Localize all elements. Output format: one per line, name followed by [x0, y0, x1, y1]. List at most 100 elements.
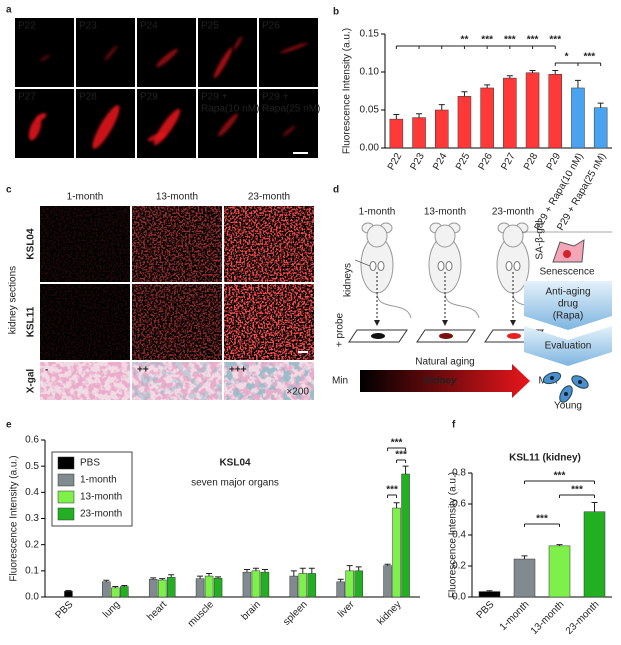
error-bar — [355, 566, 362, 571]
kidney — [505, 261, 513, 271]
legend-swatch — [57, 490, 75, 504]
significance-label: ** — [461, 35, 469, 46]
chevron — [524, 281, 612, 330]
significance-label: * — [565, 52, 569, 63]
nucleus — [578, 380, 582, 384]
bar — [593, 107, 608, 149]
tissue-signal — [132, 284, 222, 360]
bar — [392, 507, 401, 598]
probe-signal — [371, 333, 385, 339]
error-bar — [299, 567, 306, 574]
x-tick-label: P26 — [477, 151, 496, 172]
bar — [383, 565, 392, 598]
error-bar — [506, 75, 513, 79]
mouse-head — [434, 224, 456, 248]
probe-signal — [439, 333, 453, 339]
bar — [166, 577, 176, 598]
x-tick-label: muscle — [186, 599, 216, 629]
bar — [289, 575, 299, 598]
error-bar — [290, 570, 297, 577]
significance-label: *** — [583, 52, 595, 63]
x-tick-label: brain — [239, 599, 263, 623]
bar — [457, 96, 472, 149]
bar — [157, 579, 167, 598]
mouse-head — [502, 224, 524, 248]
bar — [548, 545, 571, 598]
min-label: Min — [332, 376, 348, 387]
y-axis-label: Fluorescence Intensity (a.u.) — [9, 455, 20, 581]
cell-signal — [39, 54, 51, 62]
y-tick-label: 0.2 — [452, 561, 466, 572]
error-bar — [261, 569, 268, 573]
micrograph — [76, 18, 135, 87]
mouse-tail — [444, 292, 480, 319]
x-tick-label: spleen — [281, 599, 310, 628]
y-tick-label: 0.0 — [25, 592, 39, 603]
significance-label: *** — [391, 438, 403, 449]
magnification: ×200 — [286, 387, 309, 398]
x-tick-label: 23-month — [564, 599, 602, 637]
error-bar — [484, 84, 491, 88]
panel-label: d — [333, 185, 339, 196]
bar — [298, 573, 308, 598]
x-tick-label: 13-month — [529, 599, 567, 637]
row-label: X-gal — [26, 369, 37, 394]
image-label: Rapa(10 nM) — [201, 104, 259, 115]
significance-label: *** — [386, 485, 398, 496]
image-label: P28 — [79, 92, 97, 103]
x-tick-label: P23 — [409, 151, 428, 172]
error-bar — [252, 567, 259, 571]
cell-signal — [233, 36, 243, 50]
aging-label: Natural aging — [415, 357, 474, 368]
x-tick-label: P29 — [545, 151, 564, 172]
bar — [204, 575, 214, 598]
chart-subtitle: seven major organs — [191, 478, 279, 489]
cell-signal — [156, 48, 178, 68]
error-bar — [556, 544, 563, 546]
error-bar — [206, 572, 213, 577]
error-bar — [438, 104, 445, 110]
significance-bracket — [559, 494, 595, 498]
cell-signal — [218, 113, 238, 137]
kidney — [377, 261, 385, 271]
bar — [251, 570, 261, 598]
x-tick-label: liver — [336, 599, 357, 620]
age-label: 23-month — [492, 207, 534, 218]
y-tick-label: 0.4 — [25, 487, 39, 498]
bar — [412, 117, 426, 149]
error-bar — [121, 584, 128, 587]
micrograph — [15, 89, 74, 158]
bar — [111, 587, 120, 598]
panel-label: e — [6, 420, 12, 431]
bar — [354, 570, 363, 598]
column-header: 23-month — [248, 192, 290, 203]
column-header: 13-month — [156, 192, 198, 203]
chevron — [524, 326, 612, 366]
chart-title: KSL11 (kidney) — [509, 453, 581, 464]
bar — [336, 581, 345, 598]
micrograph — [259, 89, 318, 158]
image-label: P22 — [18, 21, 36, 32]
tissue-signal — [40, 206, 130, 282]
error-bar — [597, 102, 604, 108]
y-tick-label: 0.15 — [360, 29, 380, 40]
chart-title: KSL04 — [219, 458, 251, 469]
significance-label: *** — [549, 35, 561, 46]
legend-swatch — [57, 507, 75, 521]
error-bar — [215, 576, 222, 579]
x-tick-label: PBS — [475, 599, 497, 621]
significance-label: *** — [504, 35, 516, 46]
kidney — [513, 261, 521, 271]
significance-label: *** — [571, 485, 583, 496]
error-bar — [112, 586, 119, 588]
legend-label: 1-month — [80, 475, 117, 486]
y-tick-label: 0.1 — [25, 565, 39, 576]
bar — [503, 77, 517, 149]
x-tick-label: P28 — [522, 151, 541, 172]
nucleus — [550, 376, 554, 380]
micrograph — [15, 18, 74, 87]
y-axis-label: Fluorescence Intensity (a.u.) — [448, 472, 459, 598]
significance-label: *** — [527, 35, 539, 46]
bar — [583, 511, 606, 598]
